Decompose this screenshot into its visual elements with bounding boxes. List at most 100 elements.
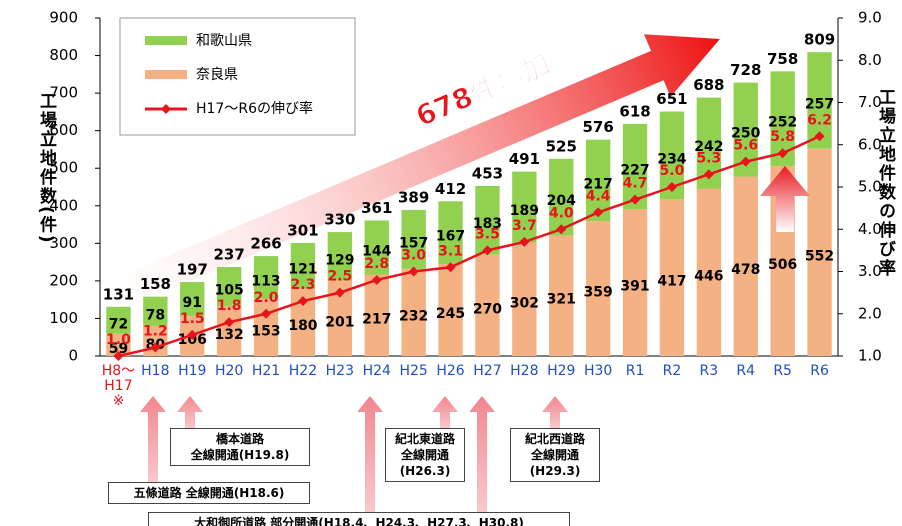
line-value-label: 4.4 bbox=[586, 188, 611, 204]
bar-value-label: 113 bbox=[251, 273, 280, 289]
bar-value-label: 302 bbox=[510, 295, 539, 311]
x-tick-label: H30 bbox=[583, 363, 613, 379]
line-marker bbox=[445, 262, 456, 273]
bar-segment bbox=[512, 242, 537, 356]
line-marker bbox=[556, 224, 567, 235]
line-marker bbox=[666, 182, 677, 192]
bar-segment bbox=[475, 185, 500, 255]
annotation-text: 大和御所道路 部分開通(H18.4、H24.3、H27.3、H30.8) bbox=[194, 516, 524, 526]
bar-value-label: 59 bbox=[109, 341, 128, 357]
annotation-text: 全線開通 bbox=[400, 448, 449, 462]
bar-segment bbox=[290, 242, 316, 289]
legend-swatch bbox=[145, 36, 187, 45]
bar-value-label: 105 bbox=[215, 283, 244, 299]
line-value-label: 5.6 bbox=[733, 138, 758, 154]
bar-value-label: 446 bbox=[694, 268, 723, 284]
bar-segment bbox=[622, 209, 648, 356]
y-tick-label: 300 bbox=[49, 234, 78, 252]
line-marker bbox=[593, 207, 604, 218]
x-tick-label: H23 bbox=[325, 363, 354, 379]
annotation-text: 紀北東道路 bbox=[394, 432, 455, 446]
bar-value-label: 217 bbox=[584, 176, 613, 192]
bar-value-label: 391 bbox=[620, 279, 649, 295]
line-marker bbox=[334, 287, 345, 298]
bar-segment bbox=[807, 148, 832, 356]
line-marker bbox=[297, 296, 308, 307]
line-value-label: 4.7 bbox=[623, 176, 648, 192]
bar-value-label: 506 bbox=[768, 257, 797, 273]
y2-tick-label: 3.0 bbox=[858, 262, 882, 280]
x-tick-label: R3 bbox=[699, 363, 719, 379]
line-value-label: 3.1 bbox=[438, 243, 463, 259]
line-marker bbox=[408, 266, 419, 277]
road-arrow bbox=[542, 396, 568, 428]
road-arrow bbox=[357, 396, 383, 512]
total-label: 361 bbox=[361, 199, 392, 217]
total-label: 131 bbox=[103, 285, 134, 303]
y-tick-label: 700 bbox=[49, 84, 78, 102]
road-arrow bbox=[469, 396, 495, 512]
bar-value-label: 204 bbox=[547, 193, 576, 209]
annotation-box: 橋本道路 全線開通(H19.8) bbox=[170, 428, 310, 466]
bar-segment bbox=[216, 306, 242, 356]
bar-value-label: 132 bbox=[215, 327, 244, 343]
line-value-label: 1.2 bbox=[143, 324, 168, 340]
bar-value-label: 250 bbox=[731, 126, 760, 142]
y-axis-label: 工場立地件数(件) bbox=[36, 92, 56, 245]
total-label: 237 bbox=[213, 245, 244, 263]
line-value-label: 3.5 bbox=[475, 226, 500, 242]
bar-segment bbox=[364, 220, 389, 275]
line-marker bbox=[371, 274, 382, 285]
bar-value-label: 157 bbox=[399, 235, 428, 251]
annotation-text: 全線開通 bbox=[530, 448, 579, 462]
total-label: 412 bbox=[435, 180, 466, 198]
bar-value-label: 257 bbox=[805, 96, 834, 112]
legend-label: H17～R6の伸び率 bbox=[196, 100, 313, 117]
x-tick-label: H26 bbox=[436, 363, 465, 379]
x-tick-label: H25 bbox=[399, 363, 428, 379]
bar-segment bbox=[733, 176, 758, 356]
x-tick-label: H29 bbox=[547, 363, 576, 379]
line-value-label: 1.8 bbox=[217, 298, 242, 314]
bar-value-label: 144 bbox=[362, 243, 391, 259]
x-tick-label: R6 bbox=[810, 363, 829, 379]
y2-tick-label: 9.0 bbox=[858, 9, 882, 27]
line-value-label: 4.0 bbox=[549, 205, 574, 221]
bar-segment bbox=[253, 298, 279, 356]
y-tick-label: 800 bbox=[49, 46, 78, 64]
bar-segment bbox=[216, 266, 242, 307]
line bbox=[118, 135, 821, 358]
y2-tick-label: 8.0 bbox=[858, 51, 882, 69]
bar-value-label: 167 bbox=[436, 229, 465, 245]
increase-arrow-shape bbox=[98, 34, 720, 315]
y-tick-label: 200 bbox=[49, 271, 78, 289]
bar-segment bbox=[585, 221, 611, 356]
line-value-label: 6.2 bbox=[807, 112, 832, 128]
bar-value-label: 129 bbox=[325, 252, 354, 268]
y-tick-label: 0 bbox=[68, 347, 78, 365]
x-tick-label: H28 bbox=[510, 363, 539, 379]
bar-value-label: 217 bbox=[362, 311, 391, 327]
annotation-box: 五條道路 全線開通(H18.6) bbox=[108, 482, 310, 504]
total-label: 491 bbox=[509, 150, 540, 168]
annotation-box: 紀北西道路 全線開通 (H29.3) bbox=[510, 428, 600, 482]
total-label: 728 bbox=[730, 61, 761, 79]
total-label: 197 bbox=[177, 261, 208, 279]
y2-tick-label: 1.0 bbox=[858, 347, 882, 365]
line-value-label: 2.0 bbox=[254, 290, 279, 306]
line-value-label: 2.8 bbox=[364, 256, 389, 272]
line-marker bbox=[482, 245, 493, 256]
line-marker bbox=[519, 236, 530, 247]
legend-marker bbox=[161, 104, 171, 114]
bar-value-label: 478 bbox=[731, 262, 760, 278]
bar-segment bbox=[143, 296, 168, 326]
bar-value-label: 227 bbox=[620, 163, 649, 179]
line-marker bbox=[261, 308, 272, 319]
bar-value-label: 417 bbox=[657, 274, 686, 290]
y2-tick-label: 6.0 bbox=[858, 135, 882, 153]
bar-value-label: 183 bbox=[473, 216, 502, 232]
annotation-text: (H29.3) bbox=[529, 464, 581, 478]
bar-value-label: 245 bbox=[436, 306, 465, 322]
x-tick-label: H18 bbox=[141, 363, 170, 379]
